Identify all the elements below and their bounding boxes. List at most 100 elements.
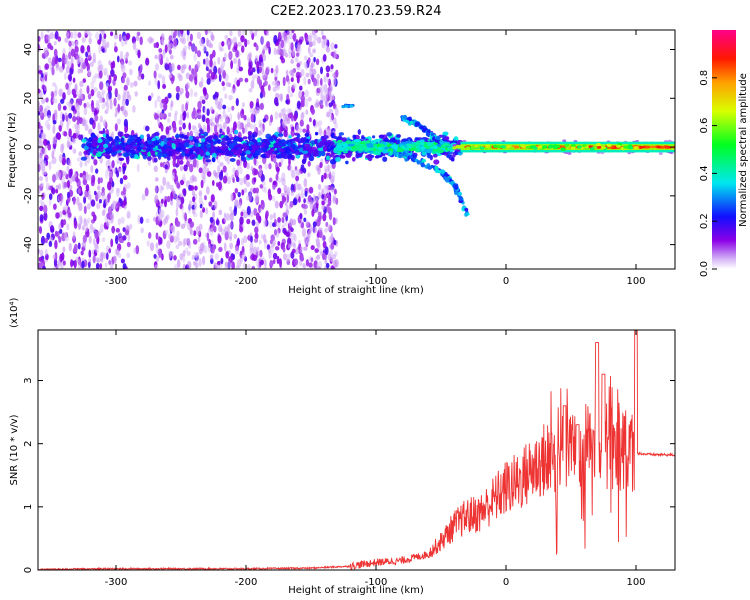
heatmap-cell	[228, 143, 234, 149]
heatmap-cell	[304, 33, 309, 43]
heatmap-cell	[53, 40, 57, 46]
heatmap-cell	[218, 246, 223, 252]
heatmap-cell	[123, 84, 128, 91]
heatmap-cell	[269, 220, 273, 229]
heatmap-cell	[293, 113, 297, 122]
heatmap-cell	[331, 132, 335, 139]
heatmap-cell	[188, 122, 192, 131]
heatmap-cell	[147, 151, 151, 157]
heatmap-cell	[53, 203, 57, 210]
heatmap-cell	[240, 35, 245, 43]
heatmap-cell	[311, 108, 315, 115]
heatmap-cell	[222, 108, 226, 118]
heatmap-cell	[324, 168, 328, 174]
heatmap-cell	[51, 60, 56, 67]
heatmap-cell	[232, 167, 236, 174]
heatmap-cell	[146, 155, 152, 161]
heatmap-cell	[95, 168, 99, 174]
heatmap-cell	[189, 221, 195, 228]
heatmap-cell	[296, 124, 299, 133]
heatmap-cell	[337, 139, 343, 143]
heatmap-cell	[38, 65, 41, 72]
heatmap-cell	[211, 245, 215, 254]
heatmap-cell	[136, 146, 142, 152]
heatmap-cell	[260, 61, 265, 68]
heatmap-cell	[325, 46, 331, 53]
heatmap-cell	[110, 69, 115, 77]
heatmap-cell	[421, 159, 426, 163]
heatmap-cell	[216, 158, 221, 164]
heatmap-cell	[280, 152, 287, 158]
heatmap-cell	[307, 195, 312, 203]
heatmap-cell	[105, 100, 110, 108]
heatmap-cell	[182, 255, 186, 263]
heatmap-cell	[433, 159, 440, 165]
heatmap-cell	[326, 72, 330, 78]
heatmap-cell	[206, 78, 211, 85]
heatmap-cell	[296, 42, 301, 50]
heatmap-cell	[236, 164, 241, 171]
heatmap-cell	[320, 151, 326, 157]
heatmap-cell	[209, 58, 213, 68]
heatmap-cell	[263, 138, 269, 142]
heatmap-cell	[435, 135, 441, 141]
heatmap-cell	[645, 145, 651, 149]
heatmap-cell	[157, 80, 161, 90]
heatmap-cell	[320, 84, 325, 94]
heatmap-cell	[284, 35, 287, 44]
heatmap-cell	[197, 100, 202, 110]
heatmap-cell	[243, 211, 248, 219]
heatmap-cell	[295, 52, 300, 57]
heatmap-cell	[48, 240, 53, 248]
heatmap-cell	[182, 173, 186, 182]
heatmap-cell	[186, 131, 190, 137]
heatmap-cell	[157, 213, 163, 222]
heatmap-cell	[126, 252, 131, 259]
heatmap-cell	[229, 236, 233, 242]
heatmap-cell	[186, 30, 190, 36]
heatmap-cell	[312, 150, 319, 157]
heatmap-cell	[165, 214, 170, 221]
heatmap-cell	[272, 238, 276, 247]
heatmap-cell	[330, 254, 334, 263]
heatmap-cell	[101, 209, 106, 217]
heatmap-cell	[72, 231, 76, 240]
heatmap-cell	[280, 93, 284, 101]
heatmap-cell	[450, 157, 455, 162]
heatmap-cell	[275, 166, 280, 173]
heatmap-cell	[302, 203, 307, 210]
heatmap-cell	[45, 174, 49, 183]
heatmap-cell	[332, 117, 337, 125]
heatmap-cell	[345, 160, 349, 165]
heatmap-cell	[105, 244, 109, 254]
heatmap-cell	[287, 237, 292, 246]
heatmap-cell	[105, 153, 111, 159]
heatmap-cell	[170, 100, 174, 108]
heatmap-cell	[163, 102, 168, 111]
heatmap-cell	[311, 208, 315, 217]
heatmap-cell	[119, 177, 124, 185]
heatmap-cell	[168, 49, 172, 55]
heatmap-cell	[93, 190, 97, 196]
heatmap-cell	[400, 145, 406, 149]
heatmap-cell	[231, 88, 236, 95]
heatmap-cell	[170, 250, 175, 257]
heatmap-cell	[209, 43, 214, 49]
heatmap-cell	[324, 184, 330, 191]
heatmap-cell	[175, 207, 179, 217]
heatmap-cell	[96, 138, 103, 144]
heatmap-cell	[322, 145, 328, 152]
heatmap-cell	[493, 144, 498, 148]
heatmap-cell	[95, 32, 100, 41]
heatmap-cell	[139, 64, 143, 72]
heatmap-cell	[322, 54, 327, 62]
heatmap-cell	[187, 260, 192, 269]
heatmap-cell	[268, 144, 274, 148]
heatmap-cell	[180, 50, 185, 58]
heatmap-cell	[233, 233, 238, 240]
heatmap-cell	[58, 236, 62, 243]
heatmap-cell	[68, 40, 72, 47]
heatmap-cell	[173, 235, 178, 244]
heatmap-cell	[310, 63, 314, 72]
heatmap-cell	[38, 35, 41, 42]
